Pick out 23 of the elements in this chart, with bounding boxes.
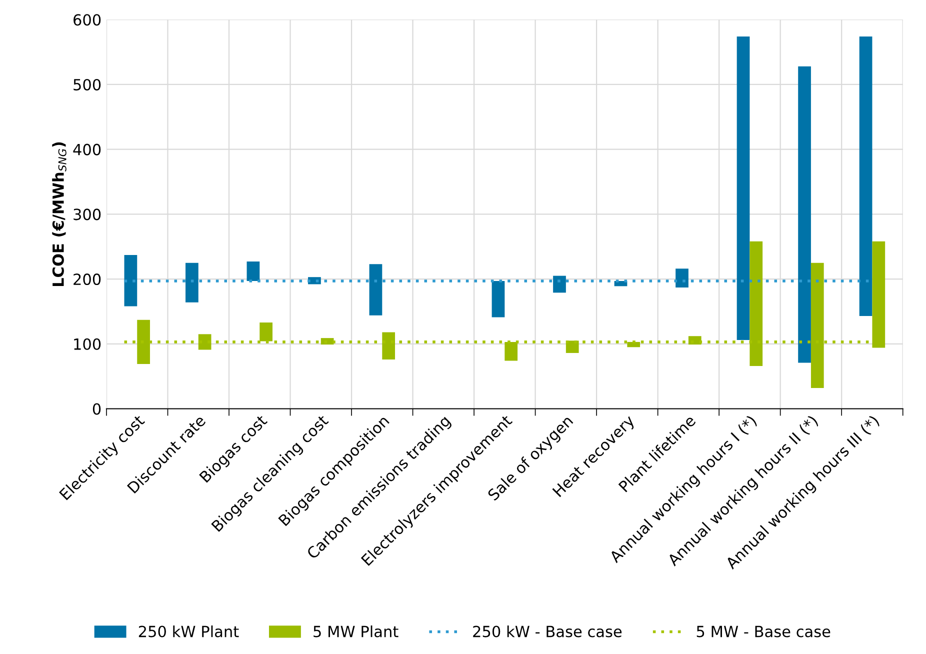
legend-label: 250 kW - Base case	[473, 625, 622, 638]
y-tick-label: 200	[74, 274, 101, 286]
y-tick-label: 400	[73, 144, 101, 156]
bar	[736, 36, 750, 340]
bar	[124, 255, 138, 306]
bar	[798, 66, 811, 363]
bar	[369, 264, 382, 316]
bar	[246, 262, 260, 281]
bar	[859, 36, 872, 316]
y-tick-label: 300	[74, 208, 101, 220]
bar	[676, 268, 688, 288]
y-tick-label: 0	[92, 403, 101, 415]
legend-label: 250 kW Plant	[138, 625, 239, 638]
bar	[553, 276, 566, 293]
bar	[186, 262, 198, 302]
legend-label: 5 MW Plant	[314, 625, 398, 638]
y-tick-label: 500	[74, 78, 101, 90]
bar	[872, 241, 886, 348]
y-axis-title: LCOE (€/MWh$_{SNG}$)	[52, 142, 66, 286]
legend-label: 5 MW - Base case	[696, 626, 830, 638]
y-tick-label: 100	[74, 338, 101, 350]
bar	[492, 280, 505, 318]
y-tick-label: 600	[74, 14, 101, 26]
